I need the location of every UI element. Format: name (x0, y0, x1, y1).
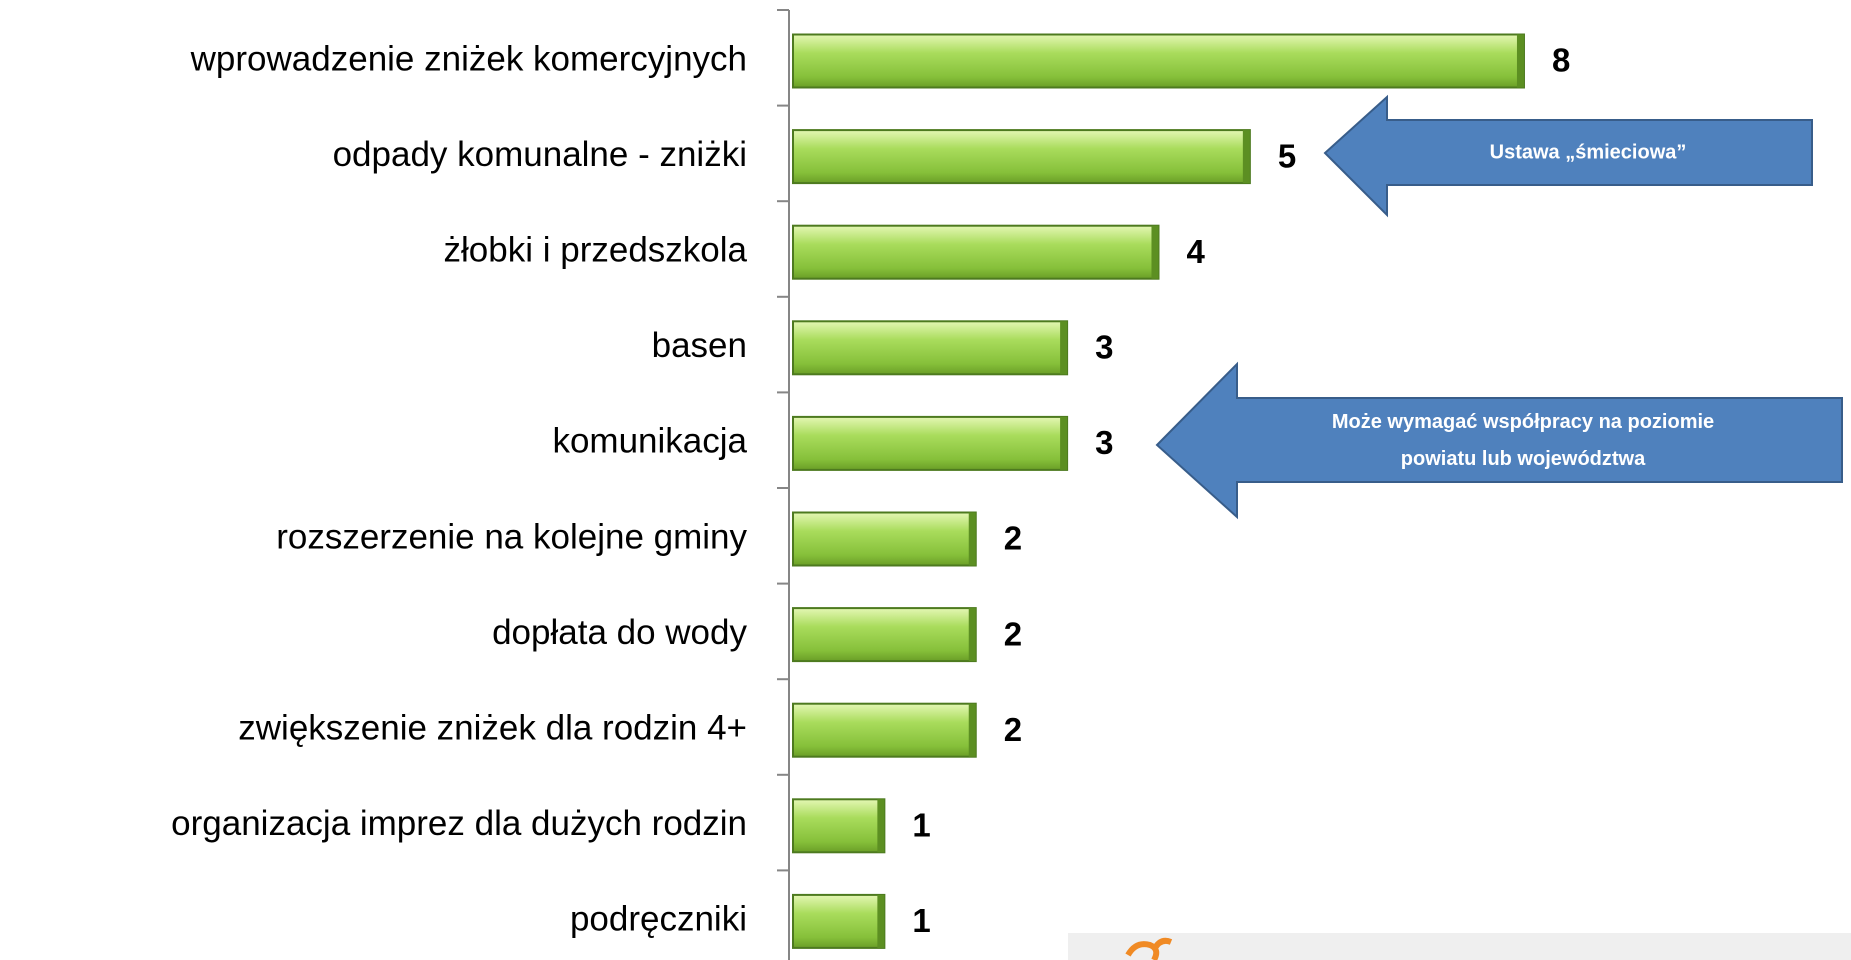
bar-bevel (1060, 416, 1068, 470)
annotation: Ustawa „śmieciowa” (1490, 141, 1687, 163)
bar-bevel (968, 703, 976, 757)
callout-arrow (1323, 94, 1813, 218)
bar (792, 511, 977, 567)
annotation: powiatu lub województwa (1401, 448, 1646, 470)
category-label: wprowadzenie zniżek komercyjnych (190, 39, 747, 78)
value-label: 3 (1095, 329, 1113, 366)
footer-panel (1068, 933, 1851, 960)
callout-arrow (1155, 361, 1843, 520)
annotation: Może wymagać współpracy na poziomie (1332, 411, 1714, 433)
bar-bevel (877, 799, 885, 853)
category-label: rozszerzenie na kolejne gminy (276, 517, 747, 556)
category-label: dopłata do wody (492, 613, 747, 652)
bar-bevel (1060, 321, 1068, 375)
value-label: 1 (912, 902, 930, 939)
category-label: podręczniki (570, 900, 747, 939)
bar-bevel (1242, 130, 1250, 184)
value-label: 2 (1004, 520, 1022, 557)
category-label: basen (652, 326, 747, 365)
value-label: 2 (1004, 711, 1022, 748)
bar-bevel (1151, 225, 1159, 279)
value-label: 2 (1004, 615, 1022, 652)
bar-bevel (877, 894, 885, 948)
bar (792, 33, 1525, 89)
bar-bevel (968, 512, 976, 566)
bar (792, 224, 1160, 280)
value-label: 8 (1552, 42, 1570, 79)
category-label: komunikacja (552, 422, 747, 461)
value-label: 3 (1095, 424, 1113, 461)
bar (792, 798, 886, 854)
bar (792, 129, 1251, 185)
bar-bevel (1516, 34, 1524, 88)
bar-bevel (968, 608, 976, 662)
bar (792, 607, 977, 663)
category-label: organizacja imprez dla dużych rodzin (171, 804, 747, 843)
category-label: żłobki i przedszkola (444, 230, 748, 269)
bar (792, 893, 886, 949)
value-label: 1 (912, 807, 930, 844)
value-label: 5 (1278, 137, 1296, 174)
bar (792, 320, 1069, 376)
category-label: odpady komunalne - zniżki (333, 135, 747, 174)
category-label: zwiększenie zniżek dla rodzin 4+ (238, 708, 747, 747)
value-label: 4 (1186, 233, 1205, 270)
bar (792, 415, 1069, 471)
bar (792, 702, 977, 758)
logo-icon (1125, 937, 1173, 960)
